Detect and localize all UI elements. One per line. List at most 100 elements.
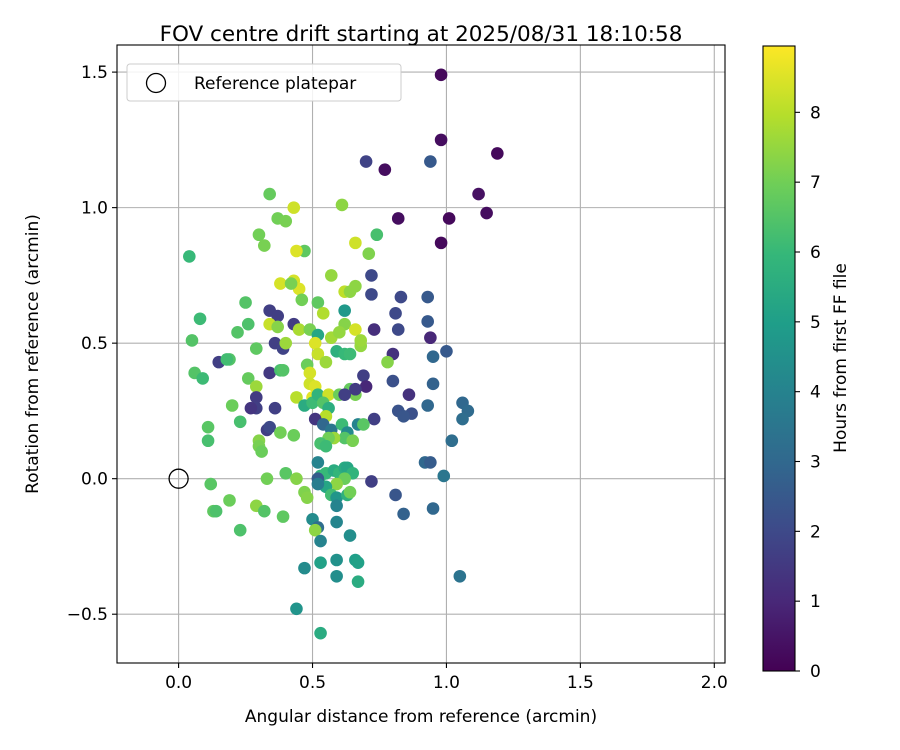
scatter-point (300, 491, 314, 504)
scatter-point (268, 401, 282, 415)
scatter-point (319, 439, 333, 453)
scatter-point (437, 469, 451, 483)
plot-frame (116, 44, 726, 664)
scatter-point (370, 228, 384, 242)
scatter-point (263, 187, 276, 201)
scatter-point (201, 434, 215, 448)
scatter-point (314, 556, 327, 570)
scatter-point (434, 236, 448, 250)
scatter-point (314, 626, 327, 640)
scatter-point (225, 399, 239, 412)
scatter-point (365, 269, 378, 282)
scatter-point (249, 342, 263, 355)
colorbar-tick-label: 7 (810, 173, 821, 193)
x-tick-label: 2.0 (701, 673, 728, 693)
scatter-point (258, 504, 271, 518)
scatter-point (354, 334, 368, 347)
scatter-point (244, 401, 258, 415)
scatter-point (287, 429, 301, 442)
scatter-point (311, 456, 325, 469)
grid-lines (117, 45, 725, 663)
colorbar-tick-label: 1 (810, 592, 821, 612)
scatter-point (343, 347, 357, 361)
scatter-point (424, 331, 437, 345)
scatter-point (453, 569, 467, 583)
scatter-point (349, 323, 362, 336)
scatter-point (319, 355, 333, 369)
colorbar-tick-label: 8 (810, 103, 821, 123)
scatter-point (308, 523, 322, 537)
scatter-point (258, 239, 271, 252)
scatter-point (193, 312, 207, 326)
scatter-point (362, 247, 376, 261)
colorbar-tick-label: 2 (810, 522, 821, 542)
scatter-point (480, 206, 493, 220)
y-axis-label: Rotation from reference (arcmin) (23, 214, 43, 494)
colorbar-label: Hours from first FF file (831, 263, 851, 453)
scatter-point (434, 133, 448, 147)
scatter-point (491, 147, 504, 160)
scatter-point (424, 456, 437, 469)
scatter-point (252, 228, 266, 242)
x-tick-label: 0.5 (299, 673, 326, 693)
scatter-point (391, 212, 405, 225)
scatter-point (365, 288, 378, 301)
scatter-point (426, 502, 440, 515)
scatter-point (276, 510, 290, 523)
plot-area: 0.0 0.5 1.0 1.5 2.0 −0.5 0.0 0.5 1.0 1.5 (67, 44, 728, 693)
x-axis-label: Angular distance from reference (arcmin) (245, 707, 597, 727)
scatter-point (271, 309, 285, 323)
scatter-point (233, 523, 247, 537)
scatter-point (316, 307, 330, 320)
scatter-point (233, 415, 247, 429)
x-tick-label: 1.0 (433, 673, 460, 693)
colorbar: 0 1 2 3 4 5 6 7 8 Hours from first FF file (762, 45, 851, 682)
scatter-point (349, 382, 362, 396)
scatter-point (196, 372, 210, 385)
scatter-point (367, 323, 381, 336)
scatter-point (389, 488, 402, 502)
scatter-point (421, 399, 434, 412)
legend: Reference platepar (126, 63, 402, 102)
colorbar-tick-label: 4 (810, 383, 821, 403)
scatter-point (357, 369, 370, 382)
chart-title: FOV centre drift starting at 2025/08/31 … (160, 22, 683, 47)
scatter-point (351, 575, 365, 588)
scatter-point (330, 477, 343, 491)
reference-platepar-marker (168, 468, 189, 489)
scatter-point (330, 515, 343, 529)
scatter-point (292, 323, 306, 336)
scatter-point (255, 445, 268, 458)
scatter-point (241, 317, 255, 331)
scatter-point (359, 155, 373, 168)
scatter-point (367, 412, 381, 426)
scatter-point (260, 472, 274, 485)
scatter-point (349, 236, 362, 250)
scatter-point (338, 304, 351, 317)
scatter-point (303, 366, 317, 380)
scatter-point (426, 377, 440, 391)
scatter-point (223, 494, 236, 507)
colorbar-tick-label: 6 (810, 243, 821, 263)
scatter-point (263, 420, 276, 434)
scatter-point (365, 475, 378, 488)
scatter-point (424, 155, 437, 168)
scatter-point (389, 307, 402, 320)
y-tick-label: 1.5 (81, 63, 108, 83)
scatter-point (357, 418, 370, 431)
scatter-point (298, 561, 311, 575)
scatter-point (220, 353, 234, 366)
scatter-point (343, 529, 357, 542)
y-tick-label: 0.5 (81, 334, 108, 354)
scatter-point (330, 569, 343, 583)
scatter-point (263, 366, 276, 380)
scatter-point (335, 198, 349, 212)
scatter-point (381, 355, 394, 369)
scatter-point (421, 290, 434, 304)
scatter-point (279, 336, 293, 350)
scatter-point (239, 296, 252, 309)
scatter-point (394, 290, 408, 304)
scatter-point (397, 507, 410, 521)
scatter-point (183, 250, 196, 263)
